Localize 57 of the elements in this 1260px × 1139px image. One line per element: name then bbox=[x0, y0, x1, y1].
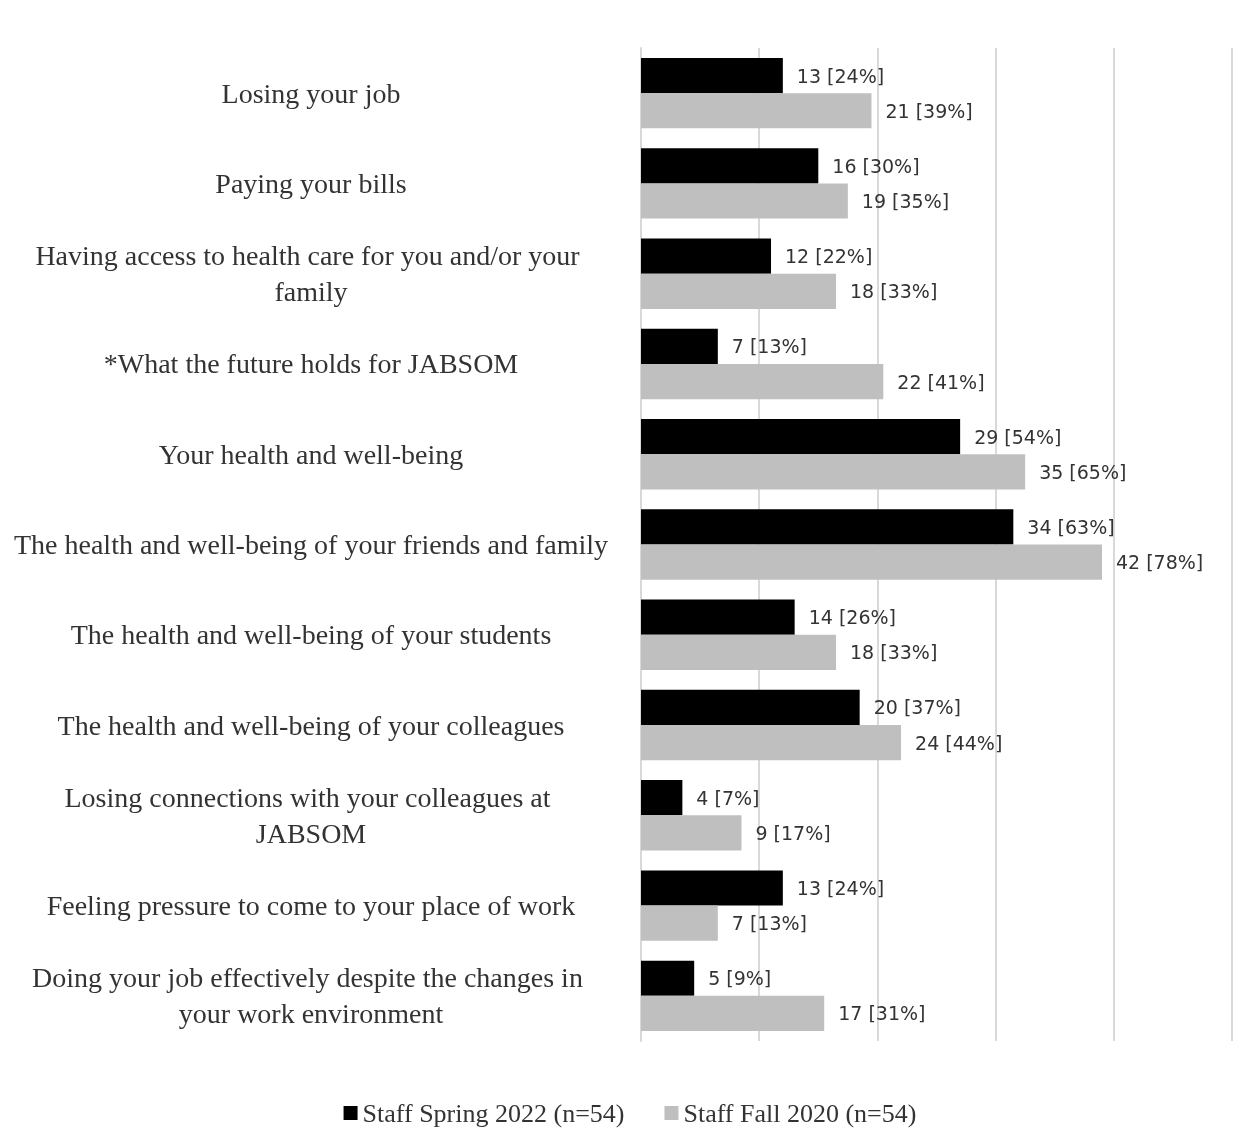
bar bbox=[641, 57, 783, 94]
data-label: 35 [65%] bbox=[1039, 460, 1127, 483]
data-label: 7 [13%] bbox=[731, 335, 808, 358]
bar bbox=[641, 509, 1014, 545]
y-tick-label: Feeling pressure to come to your place of work bbox=[46, 890, 576, 922]
data-label: 21 [39%] bbox=[885, 99, 973, 122]
data-label: 5 [9%] bbox=[708, 967, 772, 990]
bar bbox=[641, 599, 795, 635]
legend-label: Staff Spring 2022 (n=54) bbox=[362, 1098, 625, 1128]
y-tick-label: Doing your job effectively despite the changes in your work environment bbox=[32, 962, 590, 1030]
bar bbox=[641, 815, 742, 851]
bar bbox=[641, 148, 819, 184]
y-tick-label: The health and well-being of your colleagues bbox=[57, 709, 565, 741]
data-label: 4 [7%] bbox=[696, 786, 760, 809]
bar bbox=[641, 725, 902, 761]
y-tick-label: Your health and well-being bbox=[158, 438, 464, 470]
y-tick-label: Losing connections with your colleagues at JABSOM bbox=[64, 781, 558, 849]
bar bbox=[641, 780, 683, 816]
legend-label: Staff Fall 2020 (n=54) bbox=[683, 1098, 917, 1128]
data-label: 13 [24%] bbox=[796, 876, 885, 899]
data-label: 22 [41%] bbox=[897, 370, 985, 393]
bar bbox=[641, 363, 884, 400]
data-label: 17 [31%] bbox=[838, 1002, 926, 1025]
bar bbox=[641, 905, 718, 941]
bar bbox=[641, 273, 837, 309]
y-tick-label: The health and well-being of your friends and family bbox=[13, 529, 609, 560]
y-tick-label: *What the future holds for JABSOM bbox=[103, 348, 519, 380]
bar bbox=[641, 544, 1102, 580]
data-label: 42 [78%] bbox=[1115, 551, 1204, 574]
data-label: 18 [33%] bbox=[850, 641, 938, 664]
bar bbox=[641, 328, 718, 364]
y-tick-label: Losing your job bbox=[221, 77, 401, 109]
data-label: 29 [54%] bbox=[974, 425, 1062, 448]
bar bbox=[641, 689, 860, 726]
data-label: 34 [63%] bbox=[1027, 515, 1115, 538]
bar bbox=[641, 93, 872, 129]
data-label: 7 [13%] bbox=[731, 912, 808, 935]
y-tick-label: Paying your bills bbox=[215, 167, 407, 199]
bar bbox=[641, 238, 772, 274]
data-label: 18 [33%] bbox=[850, 280, 938, 303]
data-label: 14 [26%] bbox=[808, 606, 896, 629]
data-label: 12 [22%] bbox=[785, 245, 873, 268]
bar bbox=[641, 870, 783, 906]
bar bbox=[641, 960, 695, 996]
data-label: 9 [17%] bbox=[755, 821, 831, 844]
bar bbox=[641, 634, 837, 670]
y-tick-label: The health and well-being of your students bbox=[70, 619, 552, 651]
data-label: 20 [37%] bbox=[873, 696, 961, 719]
data-label: 19 [35%] bbox=[861, 190, 950, 213]
data-label: 13 [24%] bbox=[796, 64, 885, 87]
bar bbox=[641, 183, 848, 219]
bar bbox=[641, 419, 961, 455]
y-tick-label: Having access to health care for you and/or your family bbox=[35, 240, 587, 308]
data-label: 16 [30%] bbox=[832, 154, 920, 177]
bar bbox=[641, 995, 825, 1032]
data-label: 24 [44%] bbox=[915, 731, 1003, 754]
bar bbox=[641, 454, 1026, 490]
